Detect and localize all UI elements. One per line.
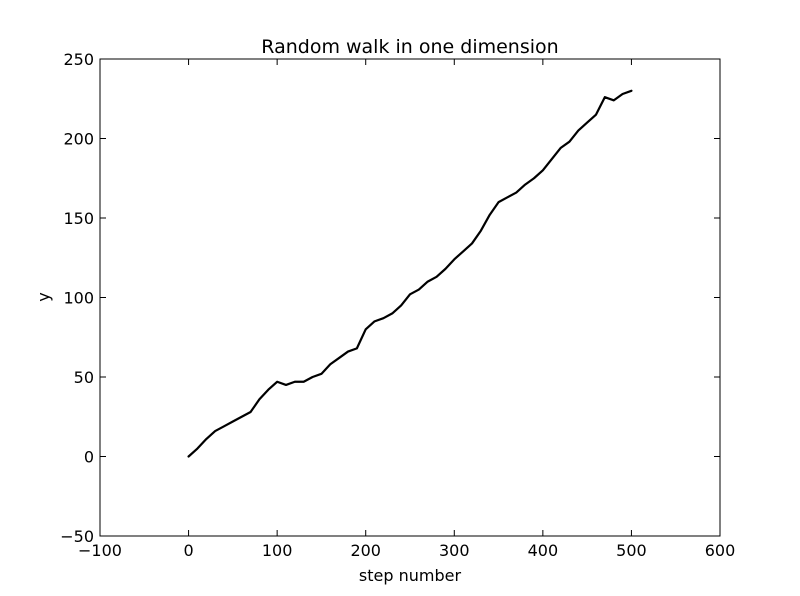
x-tick-label: 500 bbox=[616, 541, 647, 560]
y-tick-label: −50 bbox=[60, 527, 94, 546]
x-tick-label: −100 bbox=[78, 541, 122, 560]
y-tick-label: 200 bbox=[63, 130, 94, 149]
y-axis-label: y bbox=[34, 292, 53, 301]
plot-area-frame bbox=[99, 58, 721, 537]
x-tick-label: 600 bbox=[705, 541, 736, 560]
x-tick-label: 400 bbox=[528, 541, 559, 560]
x-tick-label: 100 bbox=[262, 541, 293, 560]
y-tick-label: 0 bbox=[84, 448, 94, 467]
x-tick-label: 200 bbox=[350, 541, 381, 560]
axis-tick-labels: −100 0 100 200 300 400 500 600 −50 0 50 100 150 200 25… bbox=[60, 50, 735, 560]
x-tick-label: 0 bbox=[183, 541, 193, 560]
y-tick-label: 150 bbox=[63, 209, 94, 228]
chart-title: Random walk in one dimension bbox=[261, 36, 558, 58]
x-axis-label: step number bbox=[359, 566, 462, 585]
series-line bbox=[187, 89, 633, 458]
x-tick-label: 300 bbox=[439, 541, 470, 560]
y-tick-label: 50 bbox=[74, 368, 94, 387]
y-tick-label: 100 bbox=[63, 289, 94, 308]
y-tick-label: 250 bbox=[63, 50, 94, 69]
